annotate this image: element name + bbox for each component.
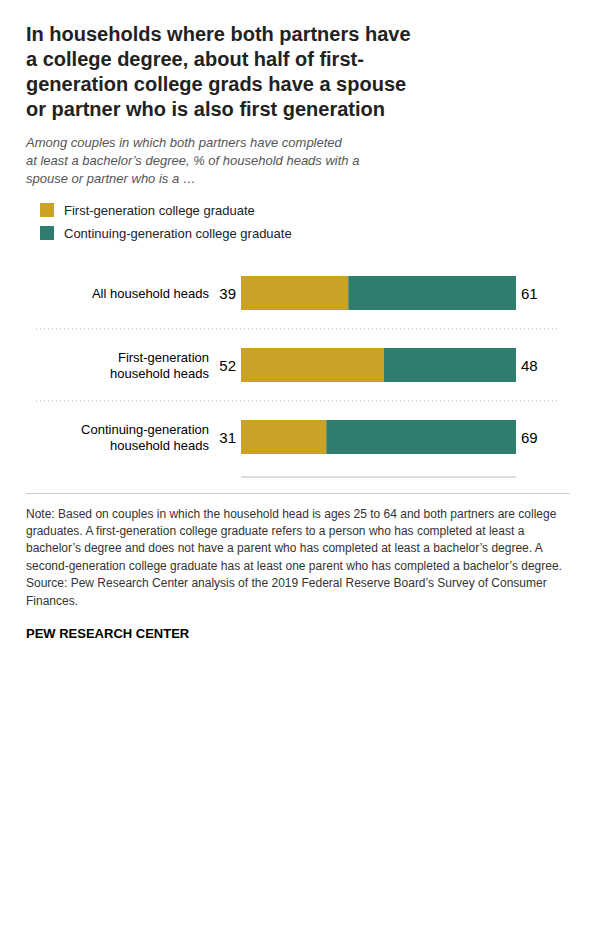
- category-label-line: First-generation: [118, 349, 209, 364]
- category-label-line: household heads: [110, 365, 210, 380]
- title: In households where both partners have a…: [26, 22, 570, 122]
- legend-label: Continuing-generation college graduate: [64, 226, 292, 241]
- source: PEW RESEARCH CENTER: [26, 626, 570, 641]
- separator: [26, 493, 570, 494]
- category-label: All household heads: [92, 285, 210, 300]
- data-label: 31: [219, 428, 236, 445]
- data-label: 61: [521, 284, 538, 301]
- data-label: 39: [219, 284, 236, 301]
- bar: [348, 276, 516, 310]
- bar: [241, 348, 384, 382]
- bar: [384, 348, 516, 382]
- legend-item: First-generation college graduate: [40, 203, 570, 218]
- category-label-line: All household heads: [92, 285, 210, 300]
- category-label-line: household heads: [110, 437, 210, 452]
- data-label: 48: [521, 356, 538, 373]
- bar: [241, 276, 348, 310]
- labels: 39 61 All household heads 52 48 First-generat…: [81, 284, 538, 452]
- legend-swatch: [40, 226, 54, 240]
- category-label-line: Continuing-generation: [81, 421, 209, 436]
- bar: [326, 420, 516, 454]
- data-label: 52: [219, 356, 236, 373]
- bar: [241, 420, 326, 454]
- page: In households where both partners have a…: [0, 0, 596, 651]
- category-label: First-generationhousehold heads: [110, 349, 210, 380]
- row-separator: [36, 328, 560, 329]
- axis-line: [241, 476, 516, 477]
- note: Note: Based on couples in which the hous…: [26, 506, 570, 610]
- data-label: 69: [521, 428, 538, 445]
- legend: First-generation college graduate Continu…: [40, 203, 570, 241]
- category-label: Continuing-generationhousehold heads: [81, 421, 209, 452]
- legend-item: Continuing-generation college graduate: [40, 226, 570, 241]
- row-separator: [36, 400, 560, 401]
- bars: [241, 276, 516, 454]
- legend-label: First-generation college graduate: [64, 203, 255, 218]
- subtitle: Among couples in which both partners hav…: [26, 134, 570, 189]
- chart: 39 61 All household heads 52 48 First-generat…: [26, 249, 570, 487]
- legend-swatch: [40, 203, 54, 217]
